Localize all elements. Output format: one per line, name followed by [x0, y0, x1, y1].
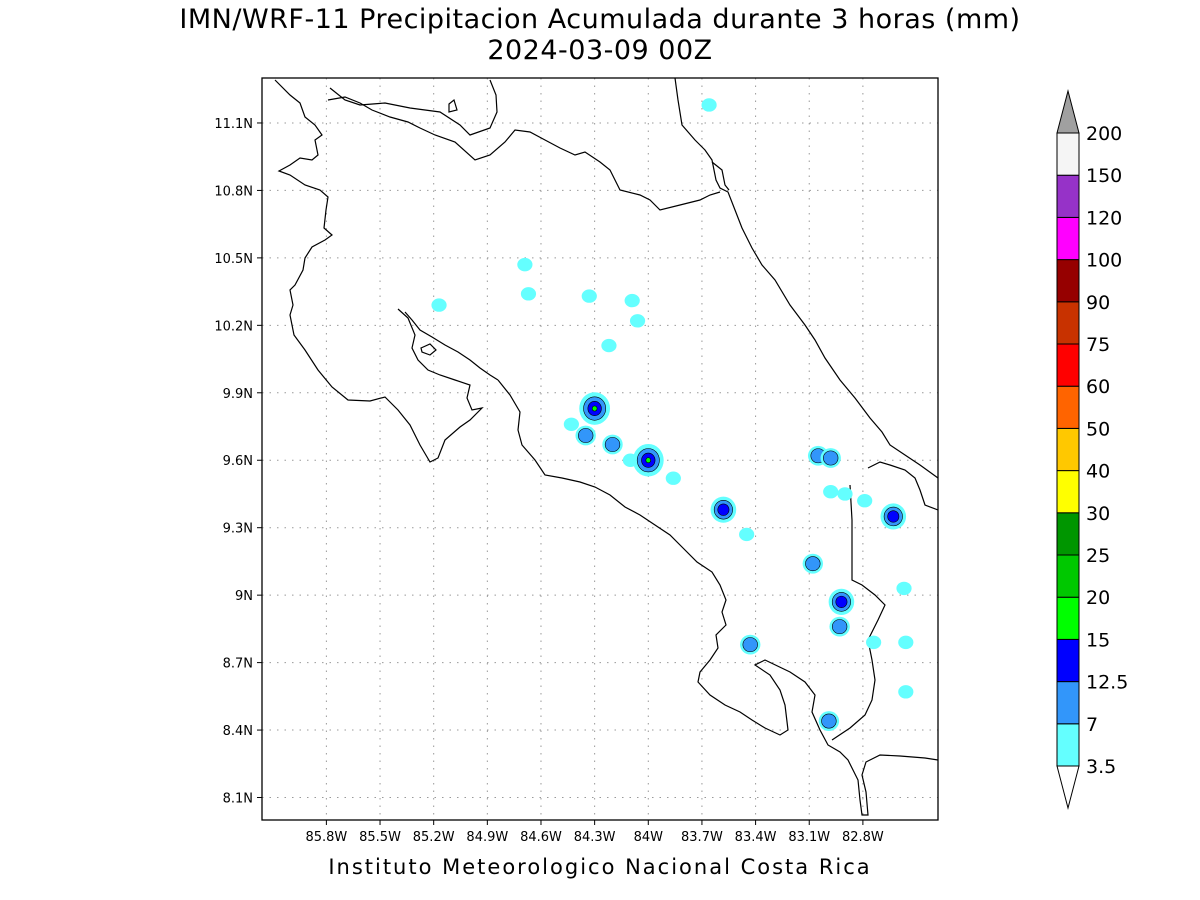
x-tick-label: 83.4W: [735, 830, 777, 845]
precip-cell: [581, 289, 597, 303]
precip-cell: [717, 503, 730, 516]
colorbar-label: 75: [1086, 334, 1110, 356]
colorbar-label: 25: [1086, 545, 1110, 567]
y-tick-label: 8.1N: [223, 792, 253, 807]
precip-cell: [604, 437, 621, 452]
longitude-axis: 85.8W 85.5W 85.2W 84.9W 84.6W 84.3W 84W 83.7W 83…: [305, 820, 884, 845]
y-tick-label: 9.3N: [223, 522, 253, 537]
colorbar-label: 15: [1086, 629, 1110, 651]
colorbar-label: 120: [1086, 207, 1122, 229]
precip-cell: [578, 428, 594, 443]
precip-cell: [601, 338, 617, 353]
colorbar-swatch: [1056, 470, 1080, 514]
x-tick-label: 84.9W: [466, 830, 508, 845]
colorbar-swatch: [1056, 723, 1080, 767]
precip-cell: [835, 595, 848, 608]
colorbar-upper-arrow: [1056, 89, 1080, 134]
precip-cell: [896, 581, 912, 596]
x-tick-label: 84.3W: [574, 830, 616, 845]
precip-cell: [821, 713, 837, 729]
precip-cell: [831, 619, 848, 635]
colorbar-swatch: [1056, 554, 1080, 598]
precip-cell: [866, 635, 882, 650]
colorbar-label: 90: [1086, 292, 1110, 314]
x-tick-label: 83.1W: [788, 830, 830, 845]
colorbar-swatch: [1056, 681, 1080, 725]
colorbar-label: 40: [1086, 461, 1110, 483]
colorbar-swatch: [1056, 427, 1080, 472]
precip-cell: [563, 417, 579, 431]
y-tick-label: 9.6N: [223, 454, 253, 469]
precip-cell: [701, 98, 717, 112]
y-tick-label: 10.5N: [214, 252, 253, 267]
x-tick-label: 82.8W: [842, 830, 884, 845]
y-tick-label: 9.9N: [223, 387, 253, 402]
colorbar-label: 12.5: [1086, 672, 1128, 694]
colorbar-swatch: [1056, 638, 1080, 683]
y-tick-label: 8.4N: [223, 724, 253, 739]
x-tick-label: 84.6W: [520, 830, 562, 845]
map-frame: [261, 77, 939, 821]
y-tick-label: 10.8N: [214, 184, 253, 199]
latitude-axis: 11.1N 10.8N 10.5N 10.2N 9.9N 9.6N 9.3N 9N 8.7N 8.…: [214, 117, 262, 807]
precip-cell: [898, 635, 914, 650]
y-tick-label: 11.1N: [214, 117, 253, 132]
colorbar-legend: 3.5 7 12.5 15 20 25 30 40 50 60 75 90 100 120 150 200: [1056, 89, 1128, 810]
x-tick-label: 85.2W: [413, 830, 455, 845]
precip-cell: [645, 457, 652, 464]
colorbar-swatch: [1056, 343, 1080, 387]
precip-cell: [823, 485, 839, 499]
precip-cell: [887, 510, 900, 523]
precip-cell: [898, 685, 914, 699]
precipitation-contours: [431, 98, 914, 731]
map-subtitle-date: 2024-03-09 00Z: [487, 35, 713, 66]
colorbar-swatch: [1056, 259, 1080, 303]
credit-text: Instituto Meteorologico Nacional Costa R…: [328, 855, 872, 879]
colorbar-swatch: [1056, 596, 1080, 640]
precip-cell: [837, 487, 853, 501]
precip-cell: [857, 494, 873, 508]
colorbar-label: 60: [1086, 376, 1110, 398]
map-title: IMN/WRF-11 Precipitacion Acumulada duran…: [179, 4, 1021, 35]
colorbar-swatch: [1056, 216, 1080, 261]
y-tick-label: 9N: [235, 589, 253, 604]
colorbar-label: 20: [1086, 587, 1110, 609]
colorbar-label: 3.5: [1086, 756, 1116, 778]
precip-cell: [742, 637, 758, 653]
colorbar-swatch: [1056, 132, 1080, 176]
grid-lines: [262, 78, 938, 820]
precip-cell: [591, 405, 598, 412]
precip-cell: [431, 298, 447, 312]
colorbar-label: 200: [1086, 123, 1122, 145]
precip-cell: [805, 556, 821, 572]
colorbar-label: 100: [1086, 250, 1122, 272]
precip-cell: [823, 450, 839, 466]
coastline-borders: [274, 78, 938, 816]
x-tick-label: 85.5W: [359, 830, 401, 845]
colorbar-swatch: [1056, 385, 1080, 429]
colorbar-swatch: [1056, 301, 1080, 345]
colorbar-swatch: [1056, 512, 1080, 556]
precip-cell: [624, 293, 640, 308]
y-tick-label: 8.7N: [223, 657, 253, 672]
colorbar-label: 50: [1086, 418, 1110, 440]
x-tick-label: 84W: [634, 830, 664, 845]
precip-cell: [739, 527, 755, 542]
precip-cell: [629, 314, 646, 328]
colorbar-swatch: [1056, 174, 1080, 218]
precip-cell: [520, 287, 537, 301]
y-tick-label: 10.2N: [214, 319, 253, 334]
precip-cell: [665, 471, 681, 485]
x-tick-label: 83.7W: [681, 830, 723, 845]
colorbar-label: 150: [1086, 165, 1122, 187]
colorbar-label: 7: [1086, 714, 1098, 736]
precip-cell: [517, 257, 533, 272]
colorbar-lower-arrow: [1056, 765, 1080, 810]
colorbar-label: 30: [1086, 503, 1110, 525]
x-tick-label: 85.8W: [305, 830, 347, 845]
